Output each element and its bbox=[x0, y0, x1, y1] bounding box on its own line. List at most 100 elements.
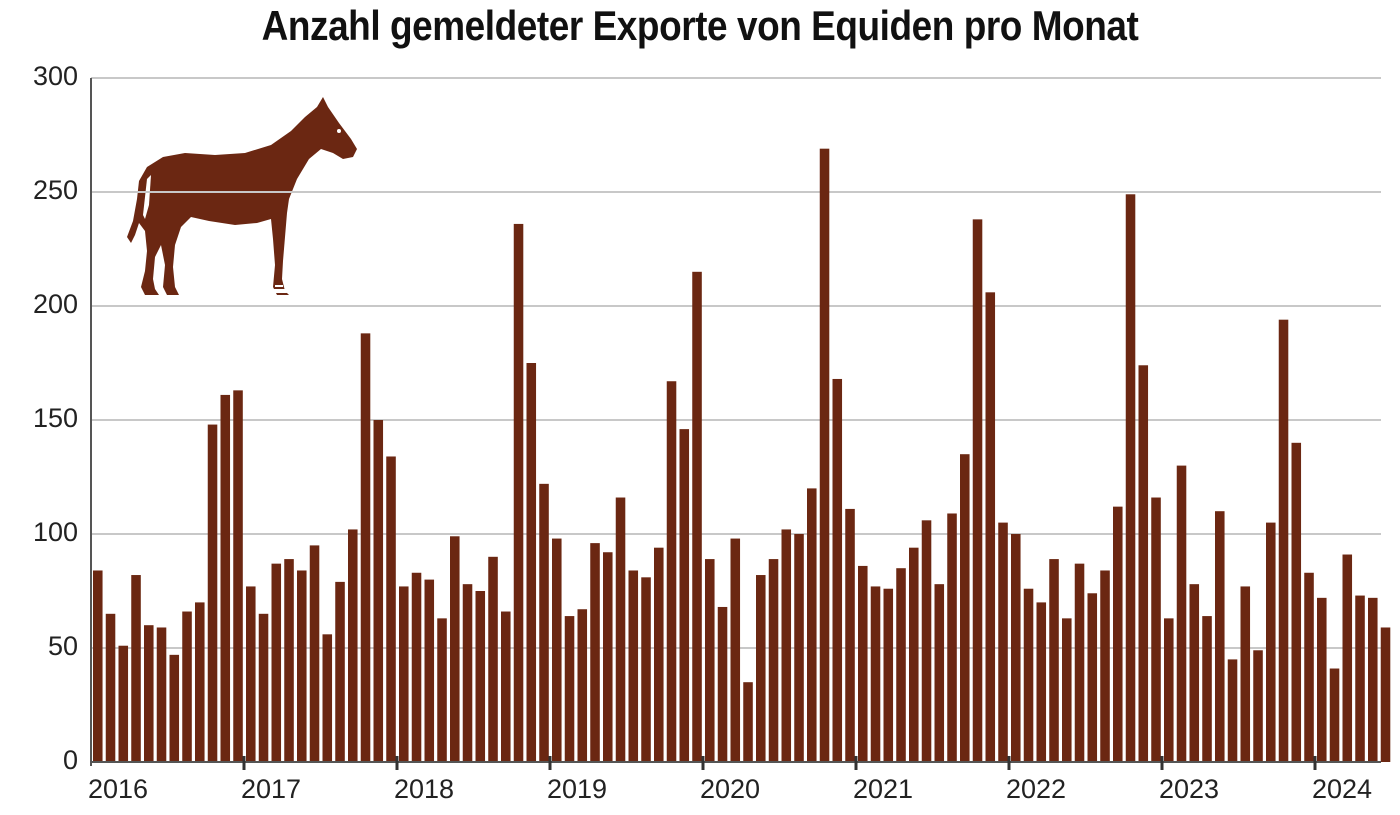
y-tick-label: 200 bbox=[32, 289, 78, 319]
bar bbox=[386, 456, 396, 762]
bar bbox=[870, 586, 881, 762]
bar bbox=[526, 363, 537, 762]
bar bbox=[615, 497, 626, 762]
bar bbox=[475, 591, 486, 762]
bar bbox=[909, 547, 919, 762]
bar bbox=[1253, 650, 1263, 762]
bar bbox=[1011, 534, 1021, 762]
bar bbox=[1240, 586, 1251, 762]
bar bbox=[1355, 595, 1365, 762]
bar bbox=[1342, 554, 1353, 762]
bar bbox=[1036, 602, 1047, 762]
bar bbox=[322, 634, 333, 762]
bar bbox=[1023, 588, 1034, 762]
bar bbox=[1266, 522, 1276, 762]
x-tick-label: 2018 bbox=[394, 774, 455, 804]
bar bbox=[807, 488, 817, 762]
x-tick-label: 2017 bbox=[241, 774, 302, 804]
bar bbox=[972, 219, 983, 763]
bar bbox=[195, 602, 205, 762]
bar bbox=[768, 559, 779, 762]
y-tick-label: 50 bbox=[47, 631, 78, 661]
bar bbox=[93, 570, 103, 762]
bar bbox=[756, 575, 766, 762]
bar bbox=[207, 424, 218, 762]
bar bbox=[819, 148, 830, 762]
x-tick-label: 2023 bbox=[1159, 774, 1220, 804]
bar bbox=[1164, 618, 1174, 762]
bar bbox=[1278, 319, 1289, 762]
bar bbox=[781, 529, 792, 762]
bar bbox=[858, 565, 868, 762]
bar bbox=[1189, 584, 1200, 762]
bar bbox=[1087, 593, 1098, 762]
bar bbox=[437, 618, 447, 762]
bar bbox=[832, 378, 843, 762]
bar bbox=[743, 682, 753, 762]
bar bbox=[1291, 442, 1302, 762]
bar bbox=[692, 271, 702, 762]
bar bbox=[131, 575, 141, 762]
bar bbox=[896, 568, 906, 762]
bar bbox=[1049, 559, 1059, 762]
bar bbox=[399, 586, 409, 762]
bar bbox=[411, 572, 422, 762]
bar bbox=[297, 570, 307, 762]
bar bbox=[1151, 497, 1161, 762]
bar bbox=[360, 333, 371, 762]
bar bbox=[450, 536, 460, 762]
bar bbox=[373, 420, 384, 762]
bar bbox=[182, 611, 192, 762]
bar bbox=[246, 586, 256, 762]
bar bbox=[169, 654, 180, 762]
bar bbox=[105, 613, 116, 762]
bar bbox=[462, 584, 473, 762]
bar bbox=[220, 394, 231, 762]
bar bbox=[1227, 659, 1238, 762]
bar bbox=[1368, 597, 1378, 762]
bar bbox=[641, 577, 651, 762]
bar bbox=[577, 609, 588, 762]
bar bbox=[921, 520, 932, 762]
bar bbox=[1380, 627, 1391, 762]
bar bbox=[335, 581, 345, 762]
bar bbox=[730, 538, 741, 762]
bar bbox=[590, 543, 600, 762]
x-tick-label: 2016 bbox=[88, 774, 149, 804]
bar bbox=[679, 429, 690, 762]
bar bbox=[845, 508, 855, 762]
y-tick-label: 0 bbox=[62, 745, 78, 775]
bar bbox=[118, 645, 129, 762]
bar bbox=[258, 613, 269, 762]
bar bbox=[1113, 506, 1123, 762]
x-tick-label: 2020 bbox=[700, 774, 761, 804]
bar bbox=[1329, 668, 1340, 762]
bar bbox=[1317, 597, 1327, 762]
bar bbox=[1100, 570, 1110, 762]
bar bbox=[985, 292, 996, 762]
bar bbox=[284, 559, 294, 762]
bar bbox=[156, 627, 167, 762]
bar bbox=[309, 545, 320, 762]
bar bbox=[1138, 365, 1149, 762]
bar bbox=[144, 625, 154, 762]
bar bbox=[1074, 563, 1085, 762]
bar bbox=[1062, 618, 1072, 762]
bar bbox=[883, 588, 894, 762]
bar bbox=[271, 563, 282, 762]
bar bbox=[705, 559, 715, 762]
bar bbox=[539, 483, 549, 762]
chart-title: Anzahl gemeldeter Exporte von Equiden pr… bbox=[261, 2, 1139, 49]
bar bbox=[934, 584, 945, 762]
bar bbox=[603, 552, 613, 762]
bar bbox=[348, 529, 358, 762]
bar bbox=[1304, 572, 1314, 762]
y-tick-label: 150 bbox=[32, 403, 78, 433]
bar bbox=[666, 381, 677, 762]
bar bbox=[1215, 511, 1225, 762]
horse-silhouette-icon bbox=[127, 97, 357, 295]
bar bbox=[1202, 616, 1212, 762]
bar bbox=[564, 616, 575, 762]
bar bbox=[552, 538, 562, 762]
